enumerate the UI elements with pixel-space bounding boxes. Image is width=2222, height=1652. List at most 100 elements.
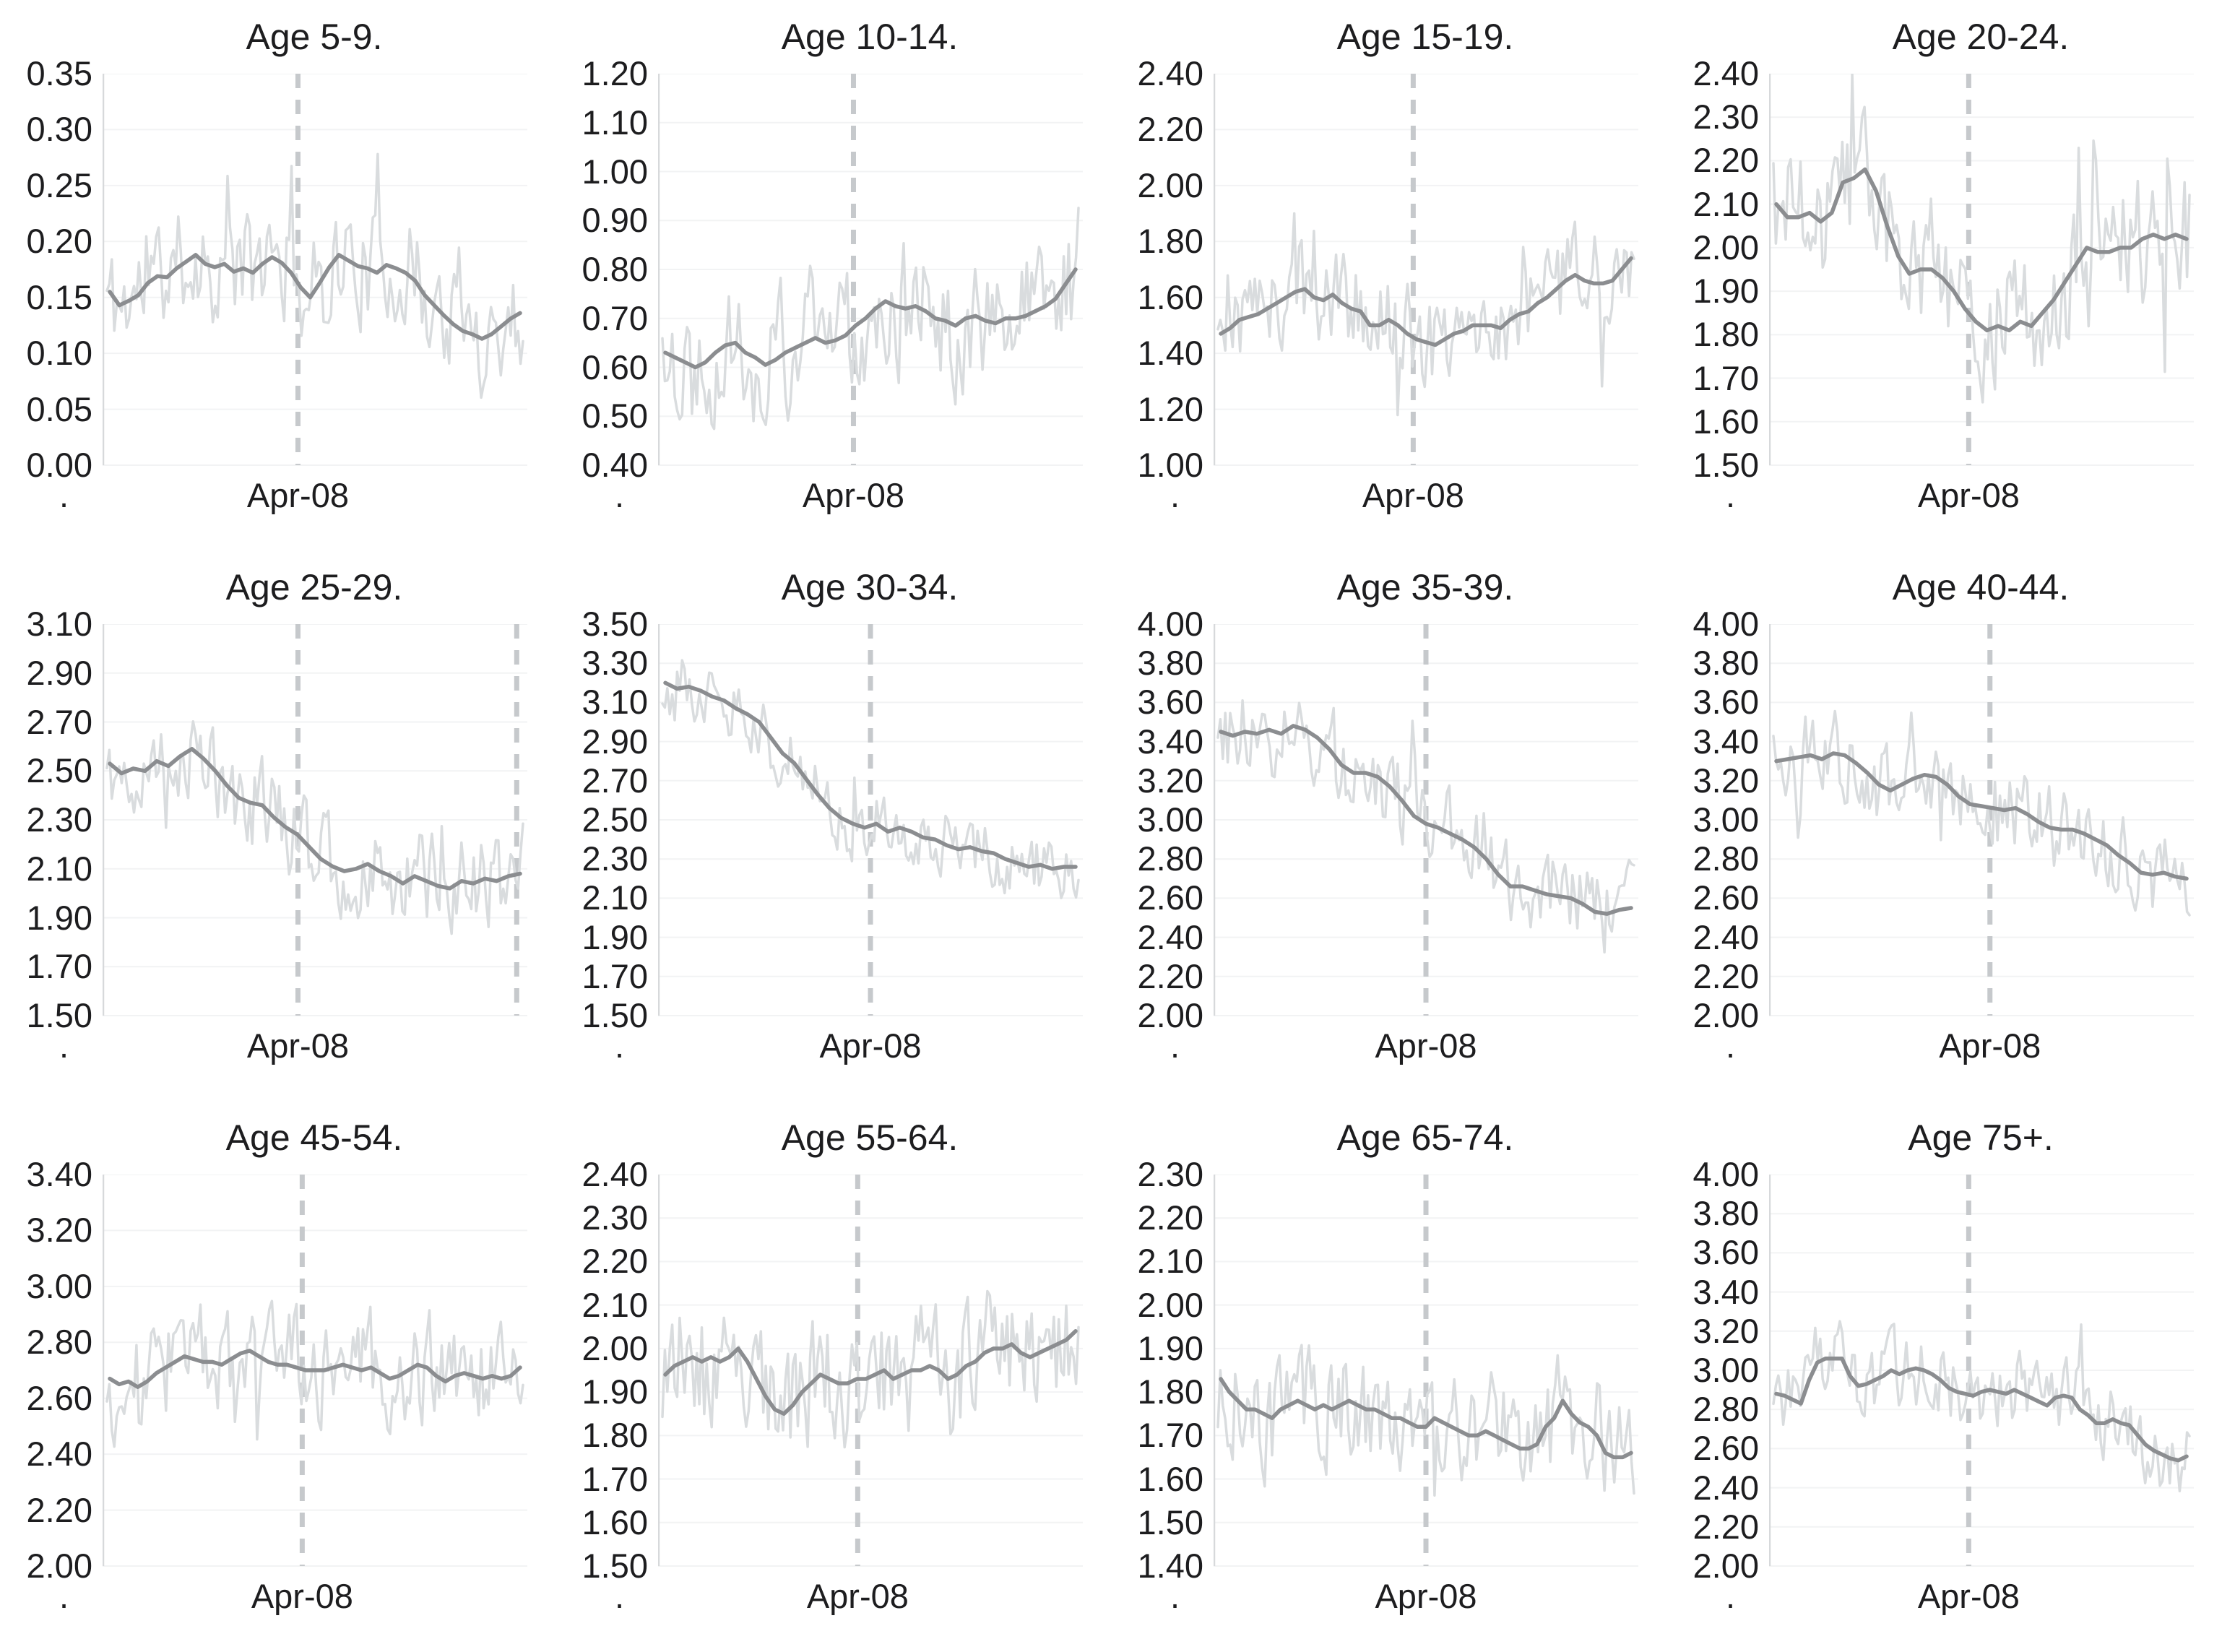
x-axis-left-label: . — [1170, 1577, 1180, 1615]
x-axis-left-label: . — [1726, 1577, 1736, 1615]
y-tick-label: 2.00 — [1137, 996, 1203, 1034]
chart-panel-age-40-44: Age 40-44. 2.00 2.20 2.40 2.60 2.80 3.00 3.20 3… — [1666, 550, 2222, 1101]
y-tick-label: 3.20 — [26, 1211, 92, 1250]
y-tick-label: 1.00 — [582, 152, 648, 191]
y-tick-label: 2.20 — [1137, 110, 1203, 149]
smoothed-series-line — [108, 253, 522, 341]
x-axis-tick-label: Apr-08 — [1375, 1026, 1477, 1065]
x-axis-left-label: . — [615, 1577, 625, 1615]
y-tick-label: 2.60 — [1693, 878, 1759, 917]
plot-area — [1214, 624, 1638, 1016]
y-tick-label: 3.60 — [1693, 1233, 1759, 1272]
panel-title: Age 10-14. — [781, 17, 959, 57]
x-axis-left-label: . — [1726, 1026, 1736, 1065]
y-tick-label: 2.40 — [1137, 54, 1203, 92]
noisy-series-line — [1772, 1320, 2191, 1492]
panel-title: Age 20-24. — [1892, 17, 2070, 57]
plot-area — [658, 1175, 1083, 1567]
y-tick-label: 1.50 — [1137, 1502, 1203, 1541]
y-tick-label: 2.10 — [582, 878, 648, 917]
panel-title: Age 5-9. — [246, 17, 383, 57]
y-tick-label: 1.90 — [582, 917, 648, 956]
y-tick-label: 0.30 — [26, 110, 92, 149]
noisy-series-line — [1772, 709, 2191, 917]
y-tick-label: 1.50 — [1693, 446, 1759, 484]
y-tick-label: 0.40 — [582, 446, 648, 484]
y-tick-label: 0.70 — [582, 298, 648, 337]
y-tick-label: 3.40 — [1693, 722, 1759, 761]
y-tick-label: 3.20 — [1137, 761, 1203, 800]
y-tick-label: 2.00 — [1137, 165, 1203, 204]
smoothed-series-line — [108, 747, 522, 891]
smoothed-series-line — [663, 267, 1078, 370]
y-tick-label: 1.50 — [582, 1547, 648, 1585]
y-tick-label: 2.10 — [582, 1285, 648, 1324]
y-tick-label: 1.20 — [582, 54, 648, 92]
y-tick-label: 3.20 — [1693, 761, 1759, 800]
y-tick-label: 2.30 — [582, 839, 648, 878]
x-axis-tick-label: Apr-08 — [802, 476, 904, 514]
chart-panel-age-55-64: Age 55-64. 1.50 1.60 1.70 1.80 1.90 2.00 2.10 2… — [556, 1101, 1111, 1651]
y-tick-label: 2.10 — [1693, 184, 1759, 223]
x-axis-tick-label: Apr-08 — [1375, 1577, 1477, 1615]
y-tick-label: 2.20 — [1137, 1198, 1203, 1237]
panel-title: Age 40-44. — [1892, 567, 2070, 607]
panel-title: Age 75+. — [1908, 1117, 2054, 1158]
chart-panel-age-30-34: Age 30-34. 1.50 1.70 1.90 2.10 2.30 2.50 2.70 2… — [556, 550, 1111, 1101]
y-tick-label: 3.80 — [1137, 644, 1203, 683]
noisy-series-line — [661, 1289, 1080, 1449]
y-tick-label: 2.50 — [26, 751, 92, 790]
panel-title: Age 30-34. — [781, 567, 959, 607]
y-tick-label: 1.50 — [26, 996, 92, 1034]
y-tick-label: 2.00 — [26, 1547, 92, 1585]
y-tick-label: 2.90 — [582, 722, 648, 761]
chart-panel-age-5-9: Age 5-9. 0.00 0.05 0.10 0.15 0.20 0.25 0.30 0.3… — [0, 0, 556, 550]
y-tick-label: 2.60 — [26, 1378, 92, 1417]
panel-title: Age 35-39. — [1336, 567, 1514, 607]
y-tick-label: 0.10 — [26, 334, 92, 373]
x-axis-tick-label: Apr-08 — [246, 1026, 349, 1065]
y-tick-label: 2.00 — [1693, 996, 1759, 1034]
x-axis-tick-label: Apr-08 — [251, 1577, 353, 1615]
y-tick-label: 3.10 — [582, 683, 648, 722]
y-tick-label: 1.90 — [1137, 1328, 1203, 1367]
x-axis-tick-label: Apr-08 — [819, 1026, 922, 1065]
x-axis-tick-label: Apr-08 — [246, 476, 349, 514]
chart-panel-age-15-19: Age 15-19. 1.00 1.20 1.40 1.60 1.80 2.00 2.20 2… — [1111, 0, 1666, 550]
y-tick-label: 2.00 — [1693, 228, 1759, 267]
noisy-series-line — [1216, 699, 1635, 954]
x-axis-left-label: . — [59, 1026, 69, 1065]
y-tick-label: 2.40 — [1693, 54, 1759, 92]
y-tick-label: 2.30 — [26, 800, 92, 839]
plot-area — [1769, 74, 2194, 466]
y-tick-label: 2.80 — [1137, 839, 1203, 878]
y-tick-label: 2.80 — [1693, 1390, 1759, 1429]
y-tick-label: 1.90 — [26, 898, 92, 937]
y-tick-label: 2.90 — [26, 653, 92, 692]
y-tick-label: 0.05 — [26, 389, 92, 428]
y-tick-label: 3.00 — [26, 1266, 92, 1305]
smoothed-series-line — [1219, 1377, 1633, 1460]
y-tick-label: 0.50 — [582, 397, 648, 436]
y-tick-label: 3.80 — [1693, 1194, 1759, 1233]
noisy-series-line — [105, 1299, 524, 1448]
y-tick-label: 2.60 — [1137, 878, 1203, 917]
y-tick-label: 1.70 — [582, 956, 648, 995]
plot-area — [103, 1175, 527, 1567]
y-tick-label: 0.60 — [582, 347, 648, 386]
noisy-series-line — [105, 152, 524, 399]
x-axis-tick-label: Apr-08 — [1917, 476, 2020, 514]
y-tick-label: 4.00 — [1693, 1155, 1759, 1193]
y-tick-label: 2.80 — [26, 1323, 92, 1362]
x-axis-left-label: . — [615, 476, 625, 514]
x-axis-tick-label: Apr-08 — [1939, 1026, 2041, 1065]
smoothed-series-line — [108, 1349, 522, 1389]
y-tick-label: 2.40 — [582, 1155, 648, 1193]
panel-title: Age 45-54. — [225, 1117, 403, 1158]
y-tick-label: 0.00 — [26, 446, 92, 484]
y-tick-label: 1.60 — [1693, 402, 1759, 441]
y-tick-label: 1.70 — [26, 947, 92, 986]
y-tick-label: 1.80 — [1137, 222, 1203, 261]
y-tick-label: 2.00 — [582, 1328, 648, 1367]
